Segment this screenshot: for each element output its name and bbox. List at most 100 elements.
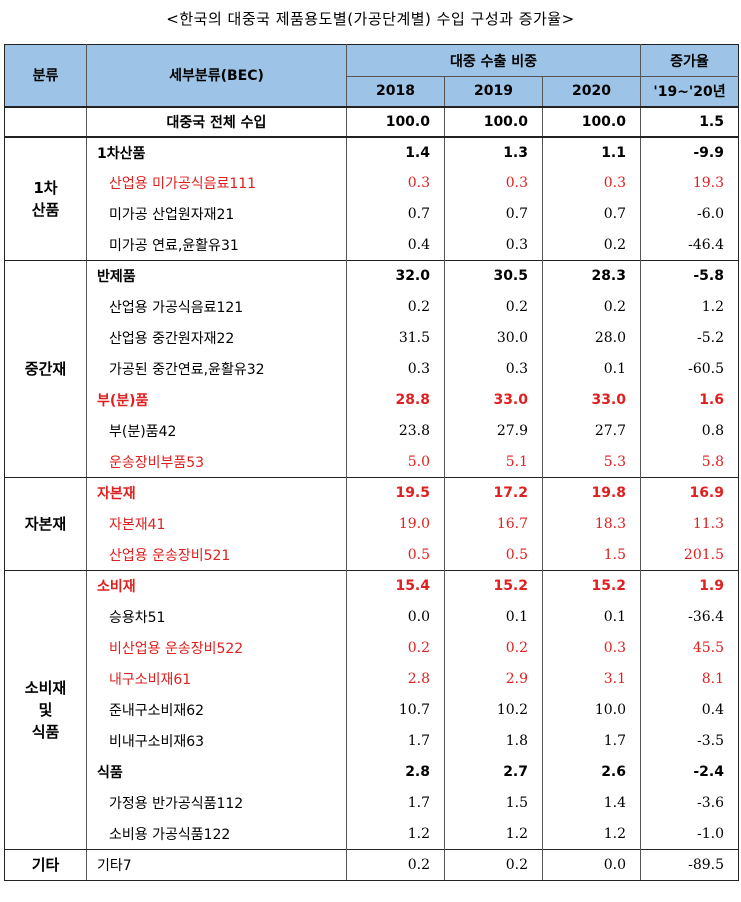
- header-year-2020: 2020: [542, 76, 641, 107]
- table-body: 대중국 전체 수입 100.0 100.0 100.0 1.5 1차 산품 1차산…: [4, 105, 739, 881]
- row-label: 미가공 산업원자재21: [86, 198, 347, 230]
- total-label: 대중국 전체 수입: [86, 105, 347, 138]
- share-cell-2018: 1.2: [346, 818, 445, 850]
- growth-cell: -9.9: [640, 136, 739, 168]
- share-cell-2019: 0.2: [444, 632, 543, 664]
- growth-cell: 16.9: [640, 477, 739, 509]
- row-label: 비내구소비재63: [86, 725, 347, 757]
- share-cell-2019: 0.2: [444, 849, 543, 881]
- share-cell-2018: 0.7: [346, 198, 445, 230]
- growth-cell: -6.0: [640, 198, 739, 230]
- row-label: 자본재41: [86, 508, 347, 540]
- growth-cell: -5.2: [640, 322, 739, 354]
- table-row: 소비재 및 식품 소비재 15.4 15.2 15.2 1.9: [4, 570, 739, 850]
- share-cell-2020: 1.4: [542, 787, 641, 819]
- header-detail: 세부분류(BEC): [86, 44, 347, 107]
- row-label: 기타7: [86, 849, 347, 881]
- row-label: 부(분)품: [86, 384, 347, 416]
- share-cell-2019: 0.7: [444, 198, 543, 230]
- share-cell-2019: 1.5: [444, 787, 543, 819]
- share-cell-2018: 0.0: [346, 601, 445, 633]
- share-cell-2019: 0.2: [444, 291, 543, 323]
- share-cell-2020: 28.0: [542, 322, 641, 354]
- table-row: 미가공 산업원자재21 0.7 0.7 0.7 -6.0: [5, 198, 739, 230]
- share-cell-2018: 19.5: [346, 477, 445, 509]
- growth-cell: -1.0: [640, 818, 739, 850]
- share-cell-2019: 0.3: [444, 167, 543, 199]
- table-row: 자본재 자본재 19.5 17.2 19.8 16.9: [4, 477, 739, 571]
- row-label: 산업용 중간원자재22: [86, 322, 347, 354]
- growth-cell: -2.4: [640, 756, 739, 788]
- share-cell-2020: 33.0: [542, 384, 641, 416]
- share-cell-2018: 0.2: [346, 632, 445, 664]
- share-cell-2019: 33.0: [444, 384, 543, 416]
- total-2018: 100.0: [346, 105, 445, 138]
- category-cell: 1차 산품: [4, 136, 87, 261]
- header-category: 분류: [4, 44, 87, 107]
- total-growth: 1.5: [640, 105, 739, 138]
- table-row: 가정용 반가공식품112 1.7 1.5 1.4 -3.6: [5, 787, 739, 819]
- row-label: 식품: [86, 756, 347, 788]
- share-cell-2020: 5.3: [542, 446, 641, 478]
- share-cell-2020: 0.3: [542, 632, 641, 664]
- row-label: 승용차51: [86, 601, 347, 633]
- growth-cell: -89.5: [640, 849, 739, 881]
- share-cell-2020: 15.2: [542, 570, 641, 602]
- table-row: 자본재41 19.0 16.7 18.3 11.3: [5, 508, 739, 540]
- share-cell-2020: 0.1: [542, 353, 641, 385]
- share-cell-2020: 0.0: [542, 849, 641, 881]
- table-row: 산업용 운송장비521 0.5 0.5 1.5 201.5: [5, 539, 739, 571]
- growth-cell: -60.5: [640, 353, 739, 385]
- table-row: 중간재 반제품 32.0 30.5 28.3 -5.8: [4, 260, 739, 478]
- share-cell-2018: 15.4: [346, 570, 445, 602]
- share-cell-2018: 1.4: [346, 136, 445, 168]
- share-cell-2019: 30.0: [444, 322, 543, 354]
- table-row: 가공된 중간연료,윤활유32 0.3 0.3 0.1 -60.5: [5, 353, 739, 385]
- growth-cell: 8.1: [640, 663, 739, 695]
- share-cell-2020: 0.2: [542, 229, 641, 261]
- row-label: 자본재: [86, 477, 347, 509]
- share-cell-2020: 19.8: [542, 477, 641, 509]
- growth-cell: -5.8: [640, 260, 739, 292]
- row-label: 부(분)품42: [86, 415, 347, 447]
- share-cell-2018: 0.2: [346, 291, 445, 323]
- share-cell-2020: 27.7: [542, 415, 641, 447]
- share-cell-2019: 17.2: [444, 477, 543, 509]
- growth-cell: 11.3: [640, 508, 739, 540]
- table-row: 운송장비부품53 5.0 5.1 5.3 5.8: [5, 446, 739, 478]
- row-label: 가공된 중간연료,윤활유32: [86, 353, 347, 385]
- share-cell-2018: 28.8: [346, 384, 445, 416]
- share-cell-2020: 28.3: [542, 260, 641, 292]
- share-cell-2019: 0.3: [444, 353, 543, 385]
- table-row: 산업용 중간원자재22 31.5 30.0 28.0 -5.2: [5, 322, 739, 354]
- share-cell-2020: 0.2: [542, 291, 641, 323]
- row-label: 비산업용 운송장비522: [86, 632, 347, 664]
- header-year-2018: 2018: [346, 76, 445, 107]
- share-cell-2019: 0.5: [444, 539, 543, 571]
- share-cell-2019: 5.1: [444, 446, 543, 478]
- table-row: 내구소비재61 2.8 2.9 3.1 8.1: [5, 663, 739, 695]
- growth-cell: 0.4: [640, 694, 739, 726]
- category-cell: 소비재 및 식품: [4, 570, 87, 850]
- growth-cell: 45.5: [640, 632, 739, 664]
- share-cell-2019: 0.1: [444, 601, 543, 633]
- header-share: 대중 수출 비중: [346, 44, 641, 77]
- row-label: 운송장비부품53: [86, 446, 347, 478]
- total-2019: 100.0: [444, 105, 543, 138]
- growth-cell: 201.5: [640, 539, 739, 571]
- table-row: 부(분)품 28.8 33.0 33.0 1.6: [5, 384, 739, 416]
- row-label: 준내구소비재62: [86, 694, 347, 726]
- table-row: 승용차51 0.0 0.1 0.1 -36.4: [5, 601, 739, 633]
- share-cell-2019: 30.5: [444, 260, 543, 292]
- table-title: <한국의 대중국 제품용도별(가공단계별) 수입 구성과 증가율>: [166, 10, 575, 28]
- share-cell-2018: 31.5: [346, 322, 445, 354]
- share-cell-2020: 1.7: [542, 725, 641, 757]
- growth-cell: 5.8: [640, 446, 739, 478]
- share-cell-2020: 1.1: [542, 136, 641, 168]
- share-cell-2018: 0.4: [346, 229, 445, 261]
- growth-cell: -46.4: [640, 229, 739, 261]
- share-cell-2019: 2.9: [444, 663, 543, 695]
- row-label: 가정용 반가공식품112: [86, 787, 347, 819]
- table-row: 산업용 가공식음료121 0.2 0.2 0.2 1.2: [5, 291, 739, 323]
- share-cell-2019: 1.3: [444, 136, 543, 168]
